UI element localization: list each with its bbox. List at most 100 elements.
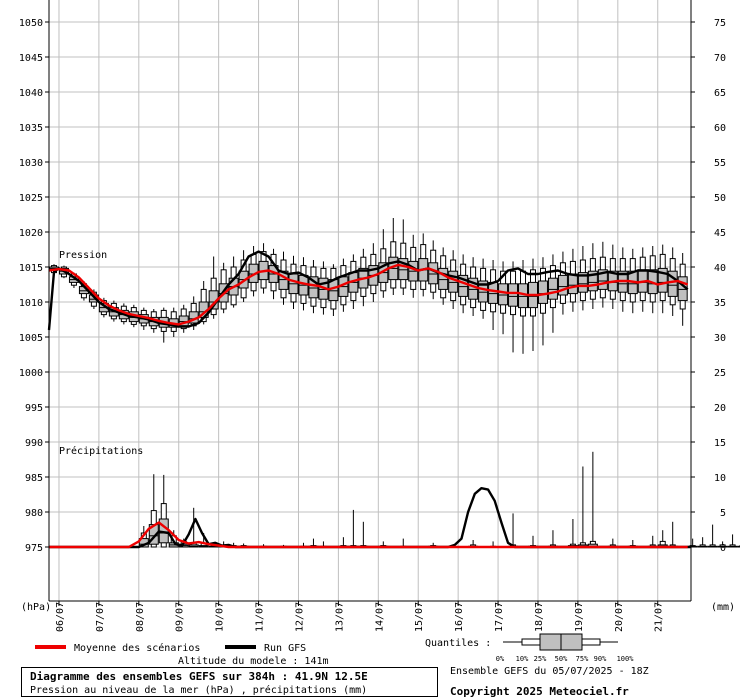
quantile-labels: 0% 10% 25% 50% 75% 90% 100% [496,655,634,663]
left-tick-label: 1030 [19,158,43,169]
quantile-legend-glyph [503,633,618,651]
x-tick-label: 06/07 [55,602,66,632]
x-axis: 06/07 07/07 08/07 09/07 10/07 11/07 12/07 13/07… [55,601,665,632]
precip-gfs-line [49,487,691,549]
quantile-label: 90% [594,655,607,663]
x-tick-label: 19/07 [574,602,585,632]
left-axis-unit: (hPa) [21,602,51,613]
x-tick-label: 11/07 [255,602,266,632]
inner-box [438,267,449,290]
precip-box [707,524,718,548]
left-tick-label: 975 [25,543,43,554]
pressure-box [458,254,469,314]
inner-box [667,270,678,297]
copyright: Copyright 2025 Meteociel.fr [450,685,629,698]
x-tick-label: 14/07 [374,602,385,632]
left-axis: 975 980 985 990 995 1000 1005 1010 1015 1020 1025 1… [19,18,49,554]
left-tick-label: 990 [25,438,43,449]
right-tick-label: 35 [714,298,726,309]
right-tick-label: 65 [714,88,726,99]
x-tick-label: 18/07 [534,602,545,632]
info-box: Diagramme des ensembles GEFS sur 384h : … [21,667,438,697]
right-tick-label: 55 [714,158,726,169]
inner-box [448,270,459,293]
right-axis-unit: (mm) [711,602,735,613]
precip-section-label: Précipitations [59,445,143,457]
inner-box [478,280,489,303]
inner-box [557,274,568,296]
inner-box [597,269,608,290]
inner-box [458,274,469,297]
precip-box [697,537,708,548]
legend-mean-label: Moyenne des scénarios [74,642,200,654]
pressure-box [178,304,189,333]
inner-box [428,262,439,285]
pressure-box [587,243,598,309]
chart-title: Diagramme des ensembles GEFS sur 384h : … [30,670,368,683]
left-tick-label: 985 [25,473,43,484]
x-tick-label: 13/07 [334,602,345,632]
inner-box [657,267,668,293]
quantile-label: 75% [576,655,589,663]
x-tick-label: 15/07 [414,602,425,632]
inner-box [547,277,558,300]
right-tick-label: 25 [714,368,726,379]
left-tick-label: 1035 [19,123,43,134]
right-tick-label: 50 [714,193,726,204]
right-tick-label: 70 [714,53,726,64]
inner-box [488,281,499,304]
left-tick-label: 1015 [19,263,43,274]
pressure-section-label: Pression [59,250,107,261]
right-tick-label: 40 [714,263,726,274]
x-tick-label: 07/07 [95,602,106,632]
right-tick-label: 20 [714,403,726,414]
precip-box [717,541,728,548]
right-axis: 0 5 10 15 20 25 30 35 40 45 50 55 60 65 70 75 [691,18,726,554]
right-tick-label: 30 [714,333,726,344]
inner-box [508,283,519,307]
left-tick-label: 980 [25,508,43,519]
x-tick-label: 12/07 [294,602,305,632]
right-tick-label: 0 [720,543,726,554]
pressure-box [597,241,608,308]
quantile-label: 0% [496,655,505,663]
x-tick-label: 21/07 [654,602,665,632]
legend-gfs-label: Run GFS [264,643,306,654]
x-tick-label: 08/07 [135,602,146,632]
inner-box [567,273,578,295]
quantiles-title: Quantiles : [425,638,491,649]
quantile-label: 100% [617,655,635,663]
right-tick-label: 5 [720,508,726,519]
inner-box [398,258,409,281]
quantile-label: 50% [555,655,568,663]
right-tick-label: 75 [714,18,726,29]
pressure-box [577,246,588,311]
left-tick-label: 1040 [19,88,43,99]
left-tick-label: 995 [25,403,43,414]
left-tick-label: 1050 [19,18,43,29]
left-tick-label: 1010 [19,298,43,309]
inner-box [537,280,548,304]
precip-box [687,538,698,548]
pressure-gfs-line [47,250,689,331]
pressure-mean-line [48,263,689,326]
quantile-label: 10% [516,655,529,663]
inner-box [587,270,598,292]
inner-box [498,283,509,306]
quantile-label: 25% [534,655,547,663]
x-tick-label: 16/07 [454,602,465,632]
x-tick-label: 10/07 [215,602,226,632]
run-label: Ensemble GEFS du 05/07/2025 - 18Z [450,666,649,677]
chart-subtitle: Pression au niveau de la mer (hPa) , pré… [30,685,368,696]
inner-box [308,276,319,299]
inner-box [577,272,588,293]
right-tick-label: 15 [714,438,726,449]
right-tick-label: 45 [714,228,726,239]
pressure-box [557,251,568,315]
x-tick-label: 09/07 [175,602,186,632]
left-tick-label: 1045 [19,53,43,64]
precip-box [148,474,159,548]
precip-box [727,534,738,548]
